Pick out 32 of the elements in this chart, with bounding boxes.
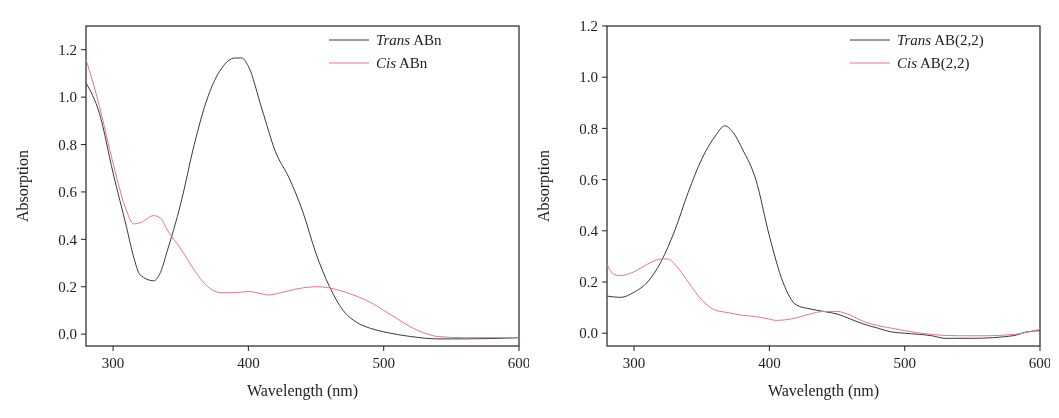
y-tick-label: 1.0	[58, 89, 77, 106]
y-tick-label: 0.8	[579, 120, 598, 137]
x-tick-label: 600	[1028, 355, 1052, 371]
legend-label: Cis AB(2,2)	[897, 55, 970, 73]
y-tick-label: 0.2	[58, 278, 77, 295]
x-tick-label: 400	[237, 355, 260, 371]
line-series	[606, 125, 1041, 339]
y-tick-label: 0.8	[58, 136, 77, 153]
x-axis-title: Wavelength (nm)	[767, 382, 880, 400]
x-tick-label: 500	[372, 355, 395, 371]
y-tick-label: 0.4	[579, 223, 599, 240]
x-tick-label: 300	[101, 355, 125, 371]
y-tick-label: 0.6	[579, 171, 599, 188]
y-tick-label: 0.6	[58, 184, 78, 201]
y-tick-label: 1.2	[58, 41, 77, 58]
legend-label: Trans ABn	[376, 32, 442, 49]
y-axis-title: Absorption	[14, 150, 32, 222]
x-tick-label: 300	[622, 355, 646, 371]
legend-label: Trans AB(2,2)	[897, 32, 984, 50]
y-tick-label: 0.2	[579, 274, 598, 291]
y-tick-label: 1.0	[579, 69, 598, 86]
x-tick-label: 400	[758, 355, 781, 371]
y-tick-label: 0.4	[58, 231, 78, 248]
y-tick-label: 0.0	[58, 326, 77, 343]
x-tick-label: 600	[507, 355, 531, 371]
x-axis-title: Wavelength (nm)	[246, 382, 359, 400]
line-series	[606, 258, 1041, 337]
legend-label: Cis ABn	[376, 55, 428, 72]
y-tick-label: 1.2	[579, 18, 598, 35]
x-tick-label: 500	[893, 355, 916, 371]
y-axis-title: Absorption	[535, 150, 553, 222]
y-tick-label: 0.0	[579, 325, 598, 342]
